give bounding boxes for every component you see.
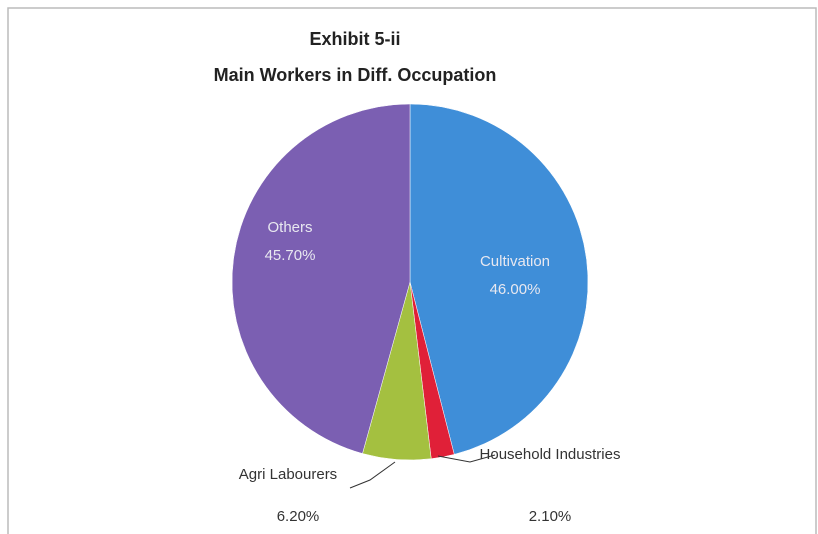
slice-label: Agri Labourers [239, 466, 337, 483]
slice-label: Cultivation [480, 253, 550, 270]
leader-line [349, 461, 396, 489]
pie-slice [409, 103, 589, 455]
slice-value-label: 46.00% [490, 281, 541, 298]
pie-slice [231, 103, 411, 454]
chart-title: Exhibit 5-ii [309, 29, 400, 49]
chart-subtitle: Main Workers in Diff. Occupation [214, 65, 497, 85]
slice-value-label: 6.20% [277, 508, 320, 525]
slice-label: Household Industries [480, 446, 621, 463]
slice-value-label: 45.70% [265, 247, 316, 264]
leader-line [437, 454, 496, 463]
slice-label: Others [267, 219, 312, 236]
slice-value-label: 2.10% [529, 508, 572, 525]
